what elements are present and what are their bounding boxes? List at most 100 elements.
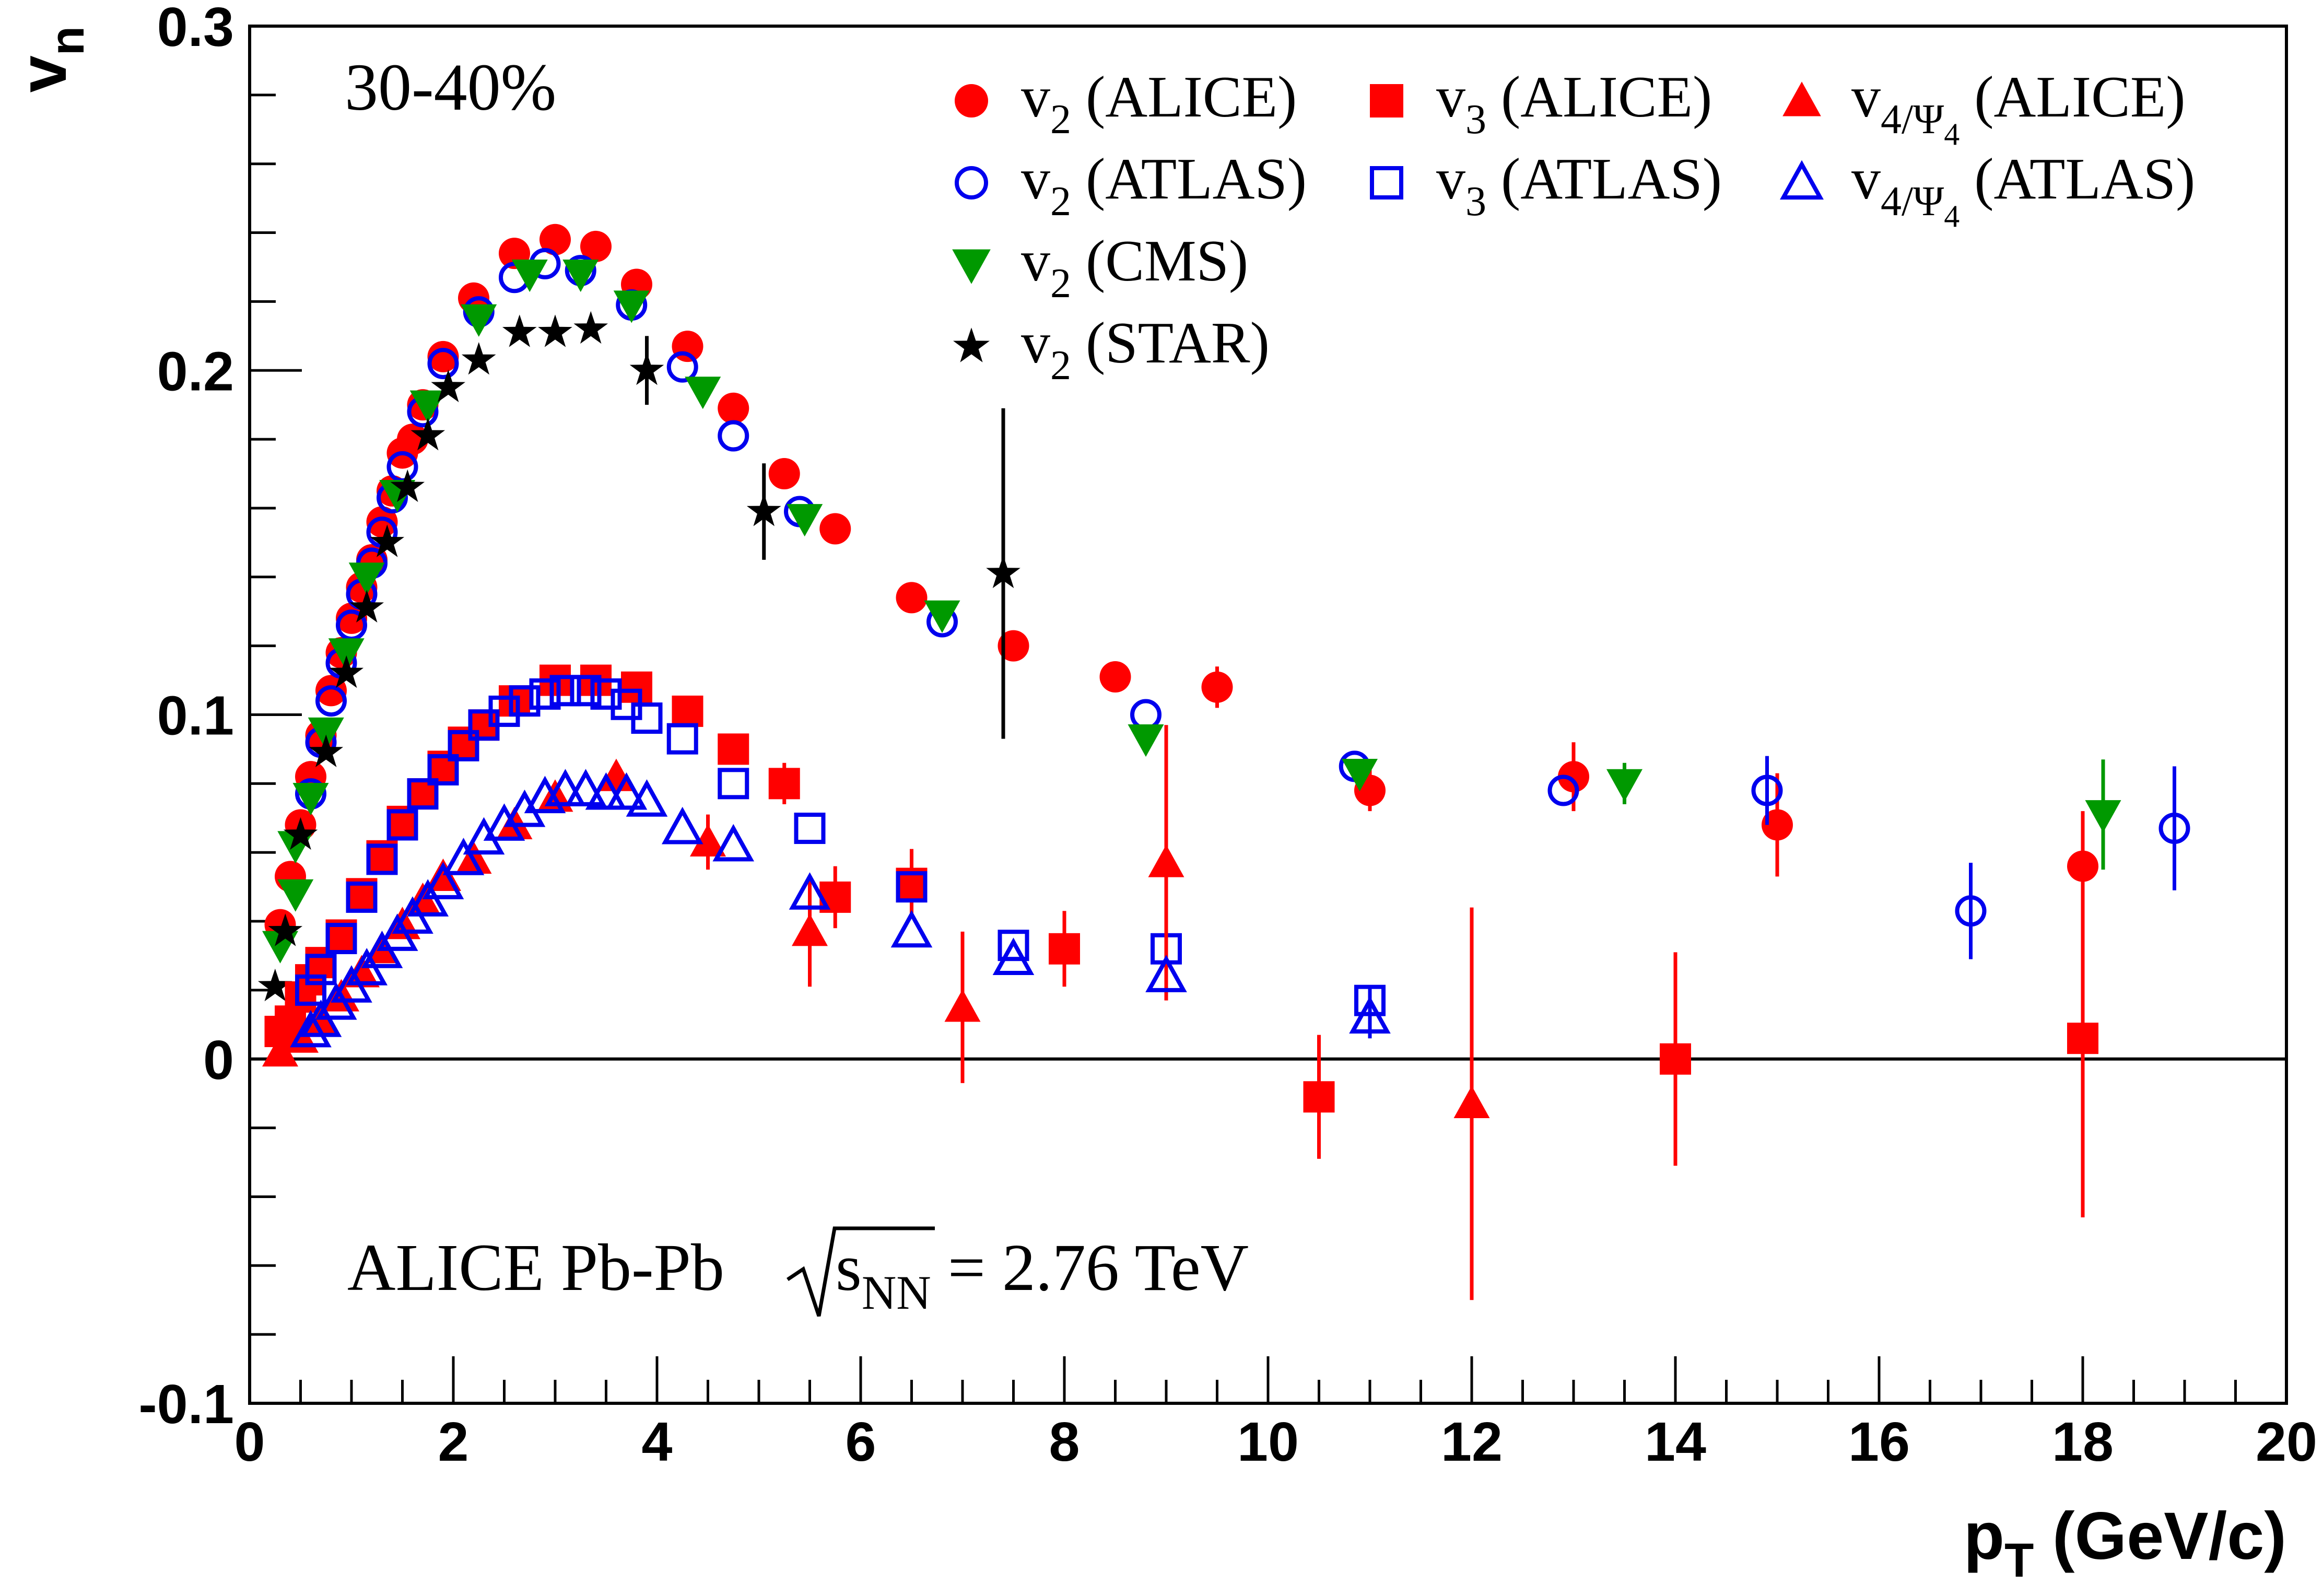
data-point — [461, 342, 496, 375]
data-point — [1148, 844, 1184, 877]
data-point — [262, 1034, 298, 1067]
legend-marker — [1370, 84, 1403, 118]
legend-entry: v2 (ATLAS) — [955, 147, 1307, 225]
data-point — [349, 590, 384, 623]
data-point — [1130, 699, 1161, 731]
data-point — [998, 630, 1029, 662]
data-point — [896, 582, 928, 614]
axis-ticks: 0 2 4 6 8 10 12 14 16 18 20-0.100.10.20.3 — [138, 0, 2317, 1473]
data-point — [1751, 774, 1783, 806]
data-point — [573, 311, 608, 344]
data-point — [329, 655, 364, 688]
data-point — [585, 772, 627, 810]
x-tick-label: 14 — [1645, 1411, 1706, 1473]
data-point — [672, 695, 703, 727]
data-point — [461, 304, 497, 337]
data-point — [787, 504, 823, 537]
data-point — [890, 910, 933, 948]
data-point — [565, 769, 607, 806]
data-point — [794, 813, 826, 844]
legend-label: v2 (CMS) — [1021, 229, 1248, 307]
data-point — [509, 685, 541, 717]
data-point — [325, 923, 357, 955]
sqrt-sign — [787, 1226, 935, 1317]
data-point — [605, 772, 648, 810]
legend-entry: v2 (CMS) — [952, 229, 1248, 307]
legend-entry: v3 (ALICE) — [1370, 65, 1712, 143]
data-point — [544, 769, 586, 806]
data-point — [431, 369, 466, 403]
x-tick-label: 8 — [1049, 1411, 1080, 1473]
legend-marker — [1370, 166, 1403, 199]
data-point — [366, 506, 398, 538]
data-point — [366, 843, 398, 875]
data-markers — [257, 224, 2190, 1300]
x-tick-label: 0 — [234, 1411, 265, 1473]
legend-label: v2 (ATLAS) — [1021, 147, 1307, 225]
y-axis-title: vn — [6, 26, 94, 92]
data-point — [1342, 758, 1378, 792]
data-point — [257, 968, 292, 1002]
experiment-label: ALICE Pb-Pb sNN = 2.76 TeV — [347, 1226, 1249, 1319]
data-point — [580, 230, 612, 262]
data-point — [629, 352, 664, 385]
legend-marker — [955, 166, 988, 199]
x-tick-label: 10 — [1237, 1411, 1299, 1473]
data-point — [488, 695, 520, 727]
data-point — [410, 418, 445, 451]
data-point — [290, 1010, 332, 1048]
data-point — [631, 702, 663, 734]
x-tick-label: 20 — [2256, 1411, 2317, 1473]
data-point — [718, 768, 749, 800]
series-7 — [290, 769, 1391, 1048]
data-point — [718, 392, 749, 424]
data-point — [1349, 996, 1391, 1034]
data-point — [308, 717, 344, 750]
data-point — [295, 974, 326, 1006]
data-point — [529, 678, 561, 710]
data-point — [427, 754, 459, 785]
data-point — [712, 824, 755, 862]
data-point — [1099, 661, 1131, 693]
data-point — [422, 862, 464, 899]
data-point — [549, 675, 581, 707]
series-6 — [262, 725, 1490, 1300]
x-tick-label: 18 — [2052, 1411, 2114, 1473]
data-point — [666, 351, 698, 383]
data-point — [448, 730, 479, 761]
data-point — [562, 260, 599, 292]
data-point — [1558, 761, 1589, 793]
data-point — [1049, 933, 1080, 965]
data-point — [944, 989, 981, 1022]
data-point — [1606, 769, 1642, 802]
legend-entry: v4/Ψ4 (ATLAS) — [1780, 147, 2195, 233]
data-point — [427, 348, 459, 380]
x-axis-title: pT (GeV/c) — [1964, 1499, 2286, 1587]
x-tick-label: 4 — [642, 1411, 673, 1473]
data-point — [328, 638, 365, 671]
data-point — [819, 513, 851, 545]
centrality-label: 30-40% — [345, 50, 556, 124]
legend-label: v4/Ψ4 (ATLAS) — [1851, 147, 2195, 233]
data-point — [746, 494, 781, 526]
data-point — [1660, 1043, 1691, 1075]
legend-label: v4/Ψ4 (ALICE) — [1851, 65, 2186, 151]
data-point — [370, 524, 405, 557]
legend-marker — [952, 249, 991, 284]
data-point — [613, 290, 650, 323]
series-5 — [295, 675, 1386, 1016]
legend-marker — [1782, 81, 1821, 116]
data-point — [718, 420, 749, 452]
data-point — [626, 779, 668, 817]
legend-label: v2 (ALICE) — [1021, 65, 1297, 143]
data-point — [386, 809, 418, 841]
data-point — [924, 600, 960, 633]
data-point — [538, 314, 572, 347]
data-point — [590, 678, 622, 710]
x-tick-label: 6 — [846, 1411, 876, 1473]
data-point — [2067, 1023, 2098, 1054]
data-point — [268, 913, 303, 946]
y-tick-label: 0.1 — [157, 685, 234, 747]
data-point — [792, 913, 828, 946]
